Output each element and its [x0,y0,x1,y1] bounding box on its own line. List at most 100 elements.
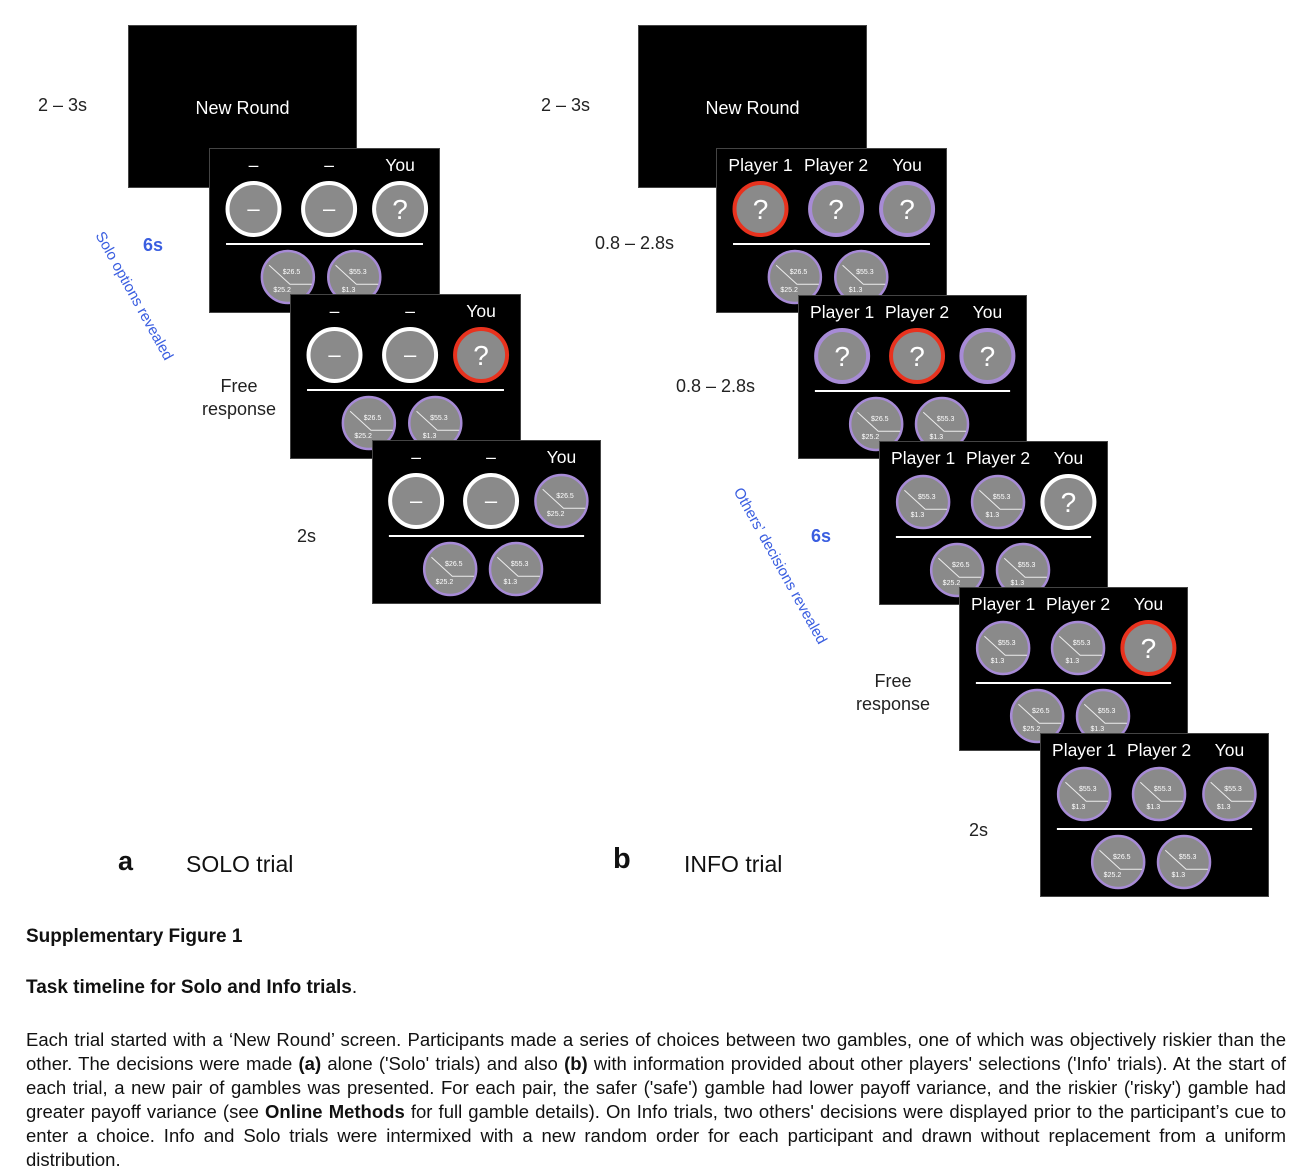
choice-disc [1040,474,1097,530]
gamble-divider [984,635,1028,656]
timing-decisions-b: 6s [811,526,832,546]
gamble-divider [1018,703,1062,724]
gamble-disc [848,396,904,452]
choice-disc [1120,620,1177,676]
choice-symbol: ? [1141,633,1157,664]
solo-outcome-screen: – – You – – $26.5 $25.2 $26.5 $25.2 $55.3 $1.3 [372,440,601,604]
choice-symbol: ? [1061,487,1077,518]
gamble-bottom-value: $25.2 [273,287,291,294]
gamble-option-icon: $26.5 $25.2 [341,395,397,451]
player-header: – [405,301,415,321]
gamble-bottom-value: $25.2 [547,511,565,518]
gamble-top-value: $55.3 [349,269,367,276]
choice-gamble-icon: $26.5 $25.2 [534,473,589,529]
gamble-top-value: $26.5 [283,269,301,276]
figure-subtitle: Task timeline for Solo and Info trials. [26,976,1286,1000]
phase-free-response-b: Free response [845,670,941,716]
player-header: Player 2 [885,302,949,322]
gamble-bottom-value: $1.3 [342,287,356,294]
player-header: – [411,447,421,467]
question-mark-icon: ? [732,181,789,237]
gamble-disc [1009,688,1065,744]
gamble-bottom-value: $1.3 [1072,804,1086,811]
question-mark-icon: ? [453,327,510,383]
choice-disc [306,327,363,383]
choice-disc [453,327,510,383]
player-header: You [466,301,496,321]
choice-disc [808,181,865,237]
timing-player2: 0.8 – 2.8s [676,376,756,396]
gamble-top-value: $55.3 [430,415,448,422]
gamble-bottom-value: $1.3 [423,433,437,440]
trial-screen-graphic: Player 1 Player 2 You?? ? $26.5 $25.2 $55.3 $1.… [728,155,936,305]
gamble-top-value: $26.5 [871,416,889,423]
gamble-top-value: $26.5 [364,415,382,422]
gamble-divider [1065,781,1109,802]
choice-symbol: ? [392,194,408,225]
gamble-disc [488,541,544,597]
gamble-disc [895,474,951,530]
player-header: You [1134,594,1164,614]
timing-new-round-a: 2 – 3s [38,95,88,115]
question-mark-icon: ? [879,181,936,237]
body-online-methods: Online Methods [265,1101,405,1122]
choice-gamble-icon: $55.3 $1.3 [975,620,1031,676]
gamble-divider [542,488,586,509]
gamble-divider [904,489,948,510]
question-mark-icon: ? [1120,620,1177,676]
free-response-text-b: Free response [855,671,931,714]
gamble-divider [978,489,1022,510]
gamble-disc [1090,834,1146,890]
figure-title: Supplementary Figure 1 [26,926,243,947]
phase-solo-options-revealed: Solo options revealed [91,228,177,364]
gamble-option-icon: $26.5 $25.2 [1009,688,1065,744]
dash-icon: – [306,327,363,383]
player-header: – [330,301,340,321]
trial-screen-graphic: – – You – – ? $26.5 $25.2 $55.3 $1.3 [306,301,510,451]
gamble-top-value: $55.3 [998,640,1016,647]
gamble-bottom-value: $25.2 [943,580,961,587]
gamble-divider [496,556,540,577]
gamble-option-icon: $55.3 $1.3 [488,541,544,597]
timing-outcome-a: 2s [297,526,317,546]
gamble-disc [1156,834,1212,890]
gamble-bottom-value: $1.3 [849,287,863,294]
gamble-divider [416,410,460,431]
gamble-bottom-value: $25.2 [1104,872,1122,879]
choice-gamble-icon: $55.3 $1.3 [1131,766,1187,822]
choice-symbol: ? [909,341,925,372]
info-player2-screen: Player 1 Player 2 You??? $26.5 $25.2 $55.3 $1.… [798,295,1027,459]
gamble-divider [857,411,901,432]
free-response-text-a: Free response [201,376,277,419]
question-mark-icon: ? [959,328,1016,384]
choice-symbol: – [328,342,341,367]
choice-gamble-icon: $55.3 $1.3 [1056,766,1112,822]
subtitle-text: Task timeline for Solo and Info trials [26,977,352,998]
choice-disc [372,181,429,237]
gamble-top-value: $55.3 [1179,854,1197,861]
gamble-disc [1202,766,1257,822]
trial-screen-graphic: Player 1 Player 2 You $55.3 $1.3 $55.3 $1.3 ? $2… [891,448,1097,598]
gamble-bottom-value: $1.3 [985,512,999,519]
gamble-option-icon: $26.5 $25.2 [260,249,316,305]
body-ref-b: (b) [564,1053,588,1074]
trial-screen-graphic: Player 1 Player 2 You$55.3$1.3$55.3$1.3$55… [1052,740,1257,890]
question-mark-icon: ? [814,328,871,384]
choice-disc [225,181,282,237]
subtitle-period: . [351,977,358,998]
gamble-top-value: $55.3 [511,561,529,568]
gamble-divider [1083,703,1127,724]
trial-screen-graphic: Player 1 Player 2 You?? ? $26.5 $25.2 $55.3 $1.… [810,302,1016,452]
panel-b-label: b [613,843,631,875]
gamble-bottom-value: $1.3 [1010,580,1024,587]
body-part-1: Each trial started with a ‘New Round’ sc… [26,1029,1286,1074]
player-header: You [1054,448,1084,468]
dash-icon: – [225,181,282,237]
body-ref-a: (a) [298,1053,322,1074]
gamble-bottom-value: $25.2 [780,287,798,294]
question-mark-icon: ? [1040,474,1097,530]
gamble-top-value: $55.3 [993,494,1011,501]
player-header: – [486,447,496,467]
gamble-bottom-value: $25.2 [436,579,454,586]
choice-symbol: – [323,196,336,221]
